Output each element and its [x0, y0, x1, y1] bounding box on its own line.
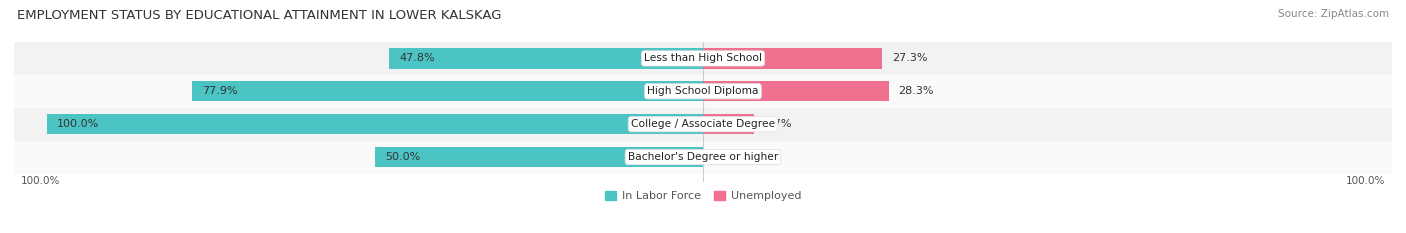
Text: 27.3%: 27.3% — [891, 53, 928, 63]
Text: 28.3%: 28.3% — [898, 86, 934, 96]
Text: 7.7%: 7.7% — [763, 119, 792, 129]
Bar — [14, 42, 1392, 75]
Bar — [46, 114, 703, 134]
Bar — [14, 108, 1392, 141]
Text: 100.0%: 100.0% — [1346, 176, 1385, 186]
Text: 100.0%: 100.0% — [21, 176, 60, 186]
Bar — [375, 147, 703, 167]
Text: Source: ZipAtlas.com: Source: ZipAtlas.com — [1278, 9, 1389, 19]
Bar — [703, 81, 889, 102]
Bar — [14, 141, 1392, 174]
Text: 47.8%: 47.8% — [399, 53, 434, 63]
Text: College / Associate Degree: College / Associate Degree — [631, 119, 775, 129]
Legend: In Labor Force, Unemployed: In Labor Force, Unemployed — [605, 191, 801, 201]
Bar — [191, 81, 703, 102]
Bar — [389, 48, 703, 69]
Text: 77.9%: 77.9% — [201, 86, 238, 96]
Text: Less than High School: Less than High School — [644, 53, 762, 63]
Text: Bachelor's Degree or higher: Bachelor's Degree or higher — [628, 152, 778, 162]
Text: EMPLOYMENT STATUS BY EDUCATIONAL ATTAINMENT IN LOWER KALSKAG: EMPLOYMENT STATUS BY EDUCATIONAL ATTAINM… — [17, 9, 502, 22]
Bar — [14, 75, 1392, 108]
Text: 0.0%: 0.0% — [713, 152, 741, 162]
Text: 100.0%: 100.0% — [56, 119, 98, 129]
Bar — [703, 114, 754, 134]
Bar — [703, 48, 882, 69]
Text: 50.0%: 50.0% — [385, 152, 420, 162]
Text: High School Diploma: High School Diploma — [647, 86, 759, 96]
